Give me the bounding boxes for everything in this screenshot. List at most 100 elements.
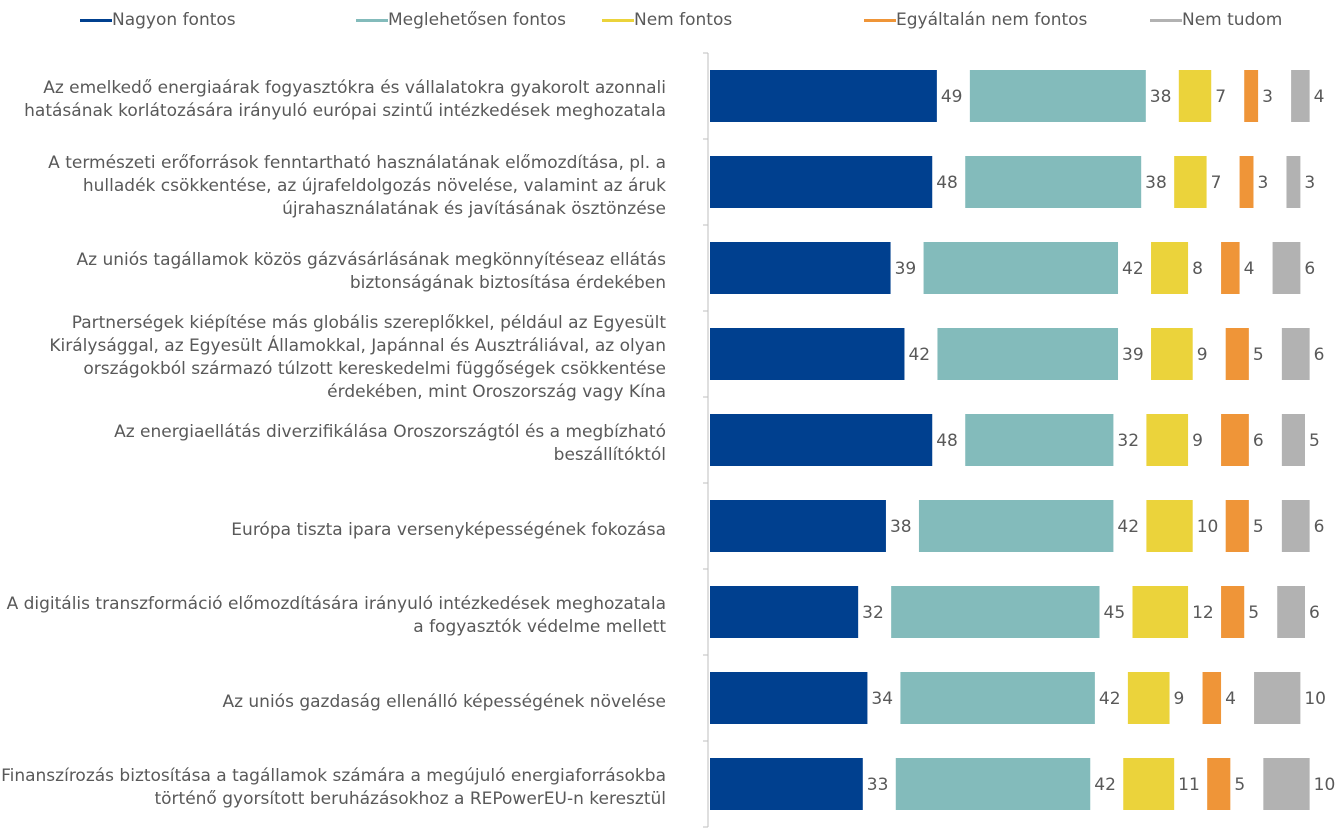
value-label: 12 [1192, 603, 1214, 623]
value-label: 49 [941, 87, 963, 107]
bar-segment [710, 70, 937, 122]
value-label: 32 [1117, 431, 1139, 451]
bar-segment [1221, 242, 1240, 294]
value-label: 5 [1253, 345, 1264, 365]
value-label: 5 [1309, 431, 1320, 451]
value-label: 3 [1304, 173, 1315, 193]
bar-segment [1151, 328, 1193, 380]
bar-segment [895, 758, 1091, 810]
value-label: 3 [1262, 87, 1273, 107]
value-label: 33 [867, 775, 889, 795]
bar-segment [918, 500, 1114, 552]
bar-segment [1146, 500, 1193, 552]
legend-swatch [1150, 18, 1182, 22]
legend-swatch [602, 18, 634, 22]
value-label: 5 [1234, 775, 1245, 795]
legend-item: Nagyon fontos [80, 10, 236, 30]
bar-segment [1225, 328, 1249, 380]
value-label: 48 [936, 173, 958, 193]
value-label: 6 [1309, 603, 1320, 623]
legend-item: Meglehetősen fontos [356, 10, 566, 30]
value-label: 38 [890, 517, 912, 537]
category-label: Az energiaellátás diverzifikálása Oroszo… [114, 422, 666, 465]
bar-segment [1174, 156, 1207, 208]
bar-segment [710, 500, 886, 552]
value-label: 7 [1211, 173, 1222, 193]
legend-label: Meglehetősen fontos [388, 10, 566, 30]
bar-segment [891, 586, 1100, 638]
value-label: 5 [1248, 603, 1259, 623]
value-label: 38 [1150, 87, 1172, 107]
bar-segment [1239, 156, 1254, 208]
value-label: 9 [1197, 345, 1208, 365]
value-label: 4 [1314, 87, 1325, 107]
bar-segment [1146, 414, 1189, 466]
bar-segment [1281, 500, 1310, 552]
value-label: 39 [1122, 345, 1144, 365]
bar-segment [1281, 328, 1310, 380]
bar-segment [1221, 586, 1245, 638]
value-label: 9 [1174, 689, 1185, 709]
category-label: A digitális transzformáció előmozdításár… [6, 594, 666, 637]
value-label: 9 [1192, 431, 1203, 451]
legend-swatch [864, 18, 896, 22]
legend-item: Nem fontos [602, 10, 732, 30]
value-label: 39 [895, 259, 917, 279]
bar-segment [1263, 758, 1310, 810]
value-label: 32 [862, 603, 884, 623]
bar-segment [1202, 672, 1222, 724]
bar-segment [1244, 70, 1259, 122]
value-label: 8 [1192, 259, 1203, 279]
bar-segment [1225, 500, 1249, 552]
category-label: Az uniós tagállamok közös gázvásárlásána… [76, 250, 666, 293]
bar-segment [965, 156, 1142, 208]
bar-segment [1207, 758, 1231, 810]
category-label: Európa tiszta ipara versenyképességének … [231, 519, 666, 540]
bar-segment [710, 758, 863, 810]
value-label: 6 [1314, 345, 1325, 365]
value-label: 34 [871, 689, 893, 709]
bar-segment [1281, 414, 1305, 466]
bar-segment [1277, 586, 1305, 638]
value-label: 3 [1257, 173, 1268, 193]
category-label: Az uniós gazdaság ellenálló képességének… [222, 691, 666, 712]
value-label: 45 [1104, 603, 1126, 623]
value-label: 4 [1244, 259, 1255, 279]
bar-segment [710, 672, 868, 724]
bar-segment [1291, 70, 1310, 122]
bar-segment [1286, 156, 1301, 208]
bar-segment [1123, 758, 1175, 810]
bar-segment [1178, 70, 1212, 122]
legend-label: Nem tudom [1182, 10, 1283, 30]
bar-segment [1254, 672, 1301, 724]
value-label: 42 [1094, 775, 1116, 795]
bar-segment [710, 586, 859, 638]
value-label: 42 [908, 345, 930, 365]
value-label: 4 [1225, 689, 1236, 709]
value-label: 42 [1117, 517, 1139, 537]
value-label: 5 [1253, 517, 1264, 537]
value-label: 6 [1314, 517, 1325, 537]
value-label: 42 [1122, 259, 1144, 279]
bar-segment [937, 328, 1119, 380]
value-label: 7 [1215, 87, 1226, 107]
legend-label: Egyáltalán nem fontos [896, 10, 1088, 30]
bar-segment [965, 414, 1114, 466]
value-label: 6 [1253, 431, 1264, 451]
value-label: 48 [936, 431, 958, 451]
legend-label: Nem fontos [634, 10, 733, 30]
value-label: 11 [1178, 775, 1200, 795]
value-label: 42 [1099, 689, 1121, 709]
bar-segment [1151, 242, 1189, 294]
category-label: A természeti erőforrások fenntartható ha… [48, 152, 666, 219]
bar-segment [1132, 586, 1189, 638]
bar-segment [710, 414, 933, 466]
bar-segment [1272, 242, 1301, 294]
category-label: Az emelkedő energiaárak fogyasztókra és … [24, 78, 666, 121]
bar-segment [1221, 414, 1249, 466]
value-label: 6 [1304, 259, 1315, 279]
value-label: 38 [1145, 173, 1167, 193]
legend-item: Egyáltalán nem fontos [864, 10, 1087, 30]
